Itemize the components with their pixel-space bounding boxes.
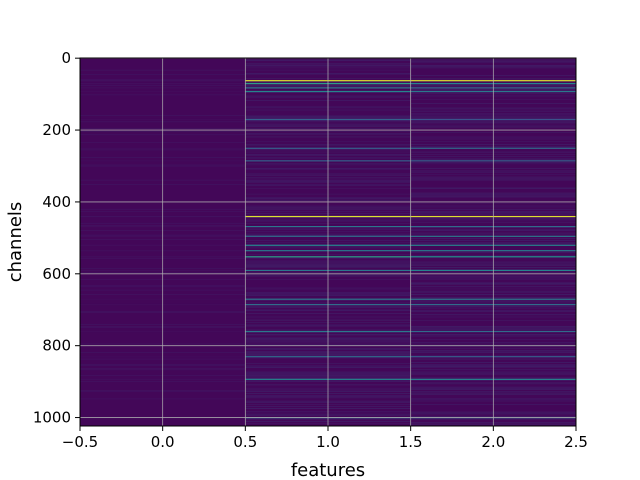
y-tick-label: 1000: [33, 409, 71, 427]
x-axis-ticks: −0.5 0.0 0.5 1.0 1.5 2.0 2.5: [62, 426, 588, 451]
x-tick-label: 1.5: [399, 433, 423, 451]
y-axis-label: channels: [5, 202, 26, 283]
x-tick-label: 1.0: [316, 433, 340, 451]
x-tick-label: 0.5: [233, 433, 257, 451]
y-tick-label: 400: [42, 193, 71, 211]
x-tick-label: 2.0: [481, 433, 505, 451]
x-tick-label: 0.0: [151, 433, 175, 451]
x-tick-label: 2.5: [564, 433, 588, 451]
y-tick-label: 0: [61, 49, 71, 67]
y-axis-ticks: 0 200 400 600 800 1000: [33, 49, 80, 427]
y-tick-label: 800: [42, 337, 71, 355]
y-tick-label: 600: [42, 265, 71, 283]
y-tick-label: 200: [42, 121, 71, 139]
x-axis-label: features: [291, 460, 365, 480]
x-tick-label: −0.5: [62, 433, 98, 451]
